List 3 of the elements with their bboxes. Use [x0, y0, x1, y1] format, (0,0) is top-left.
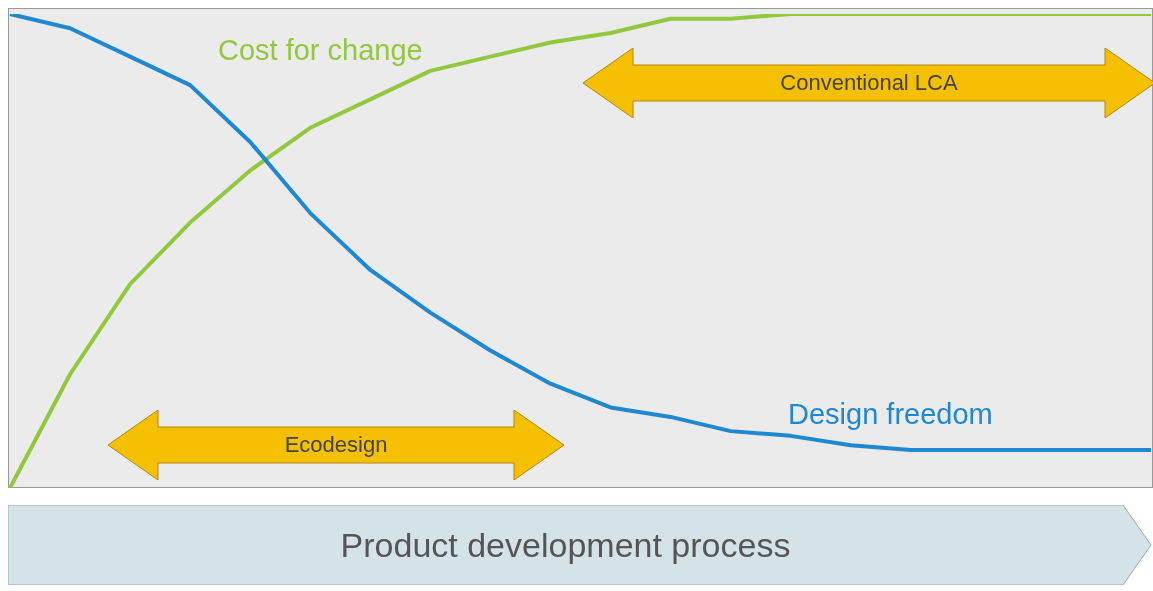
x-axis-title: Product development process: [339, 524, 792, 566]
series-label: Cost for change: [218, 34, 423, 67]
series-label: Design freedom: [788, 398, 993, 431]
